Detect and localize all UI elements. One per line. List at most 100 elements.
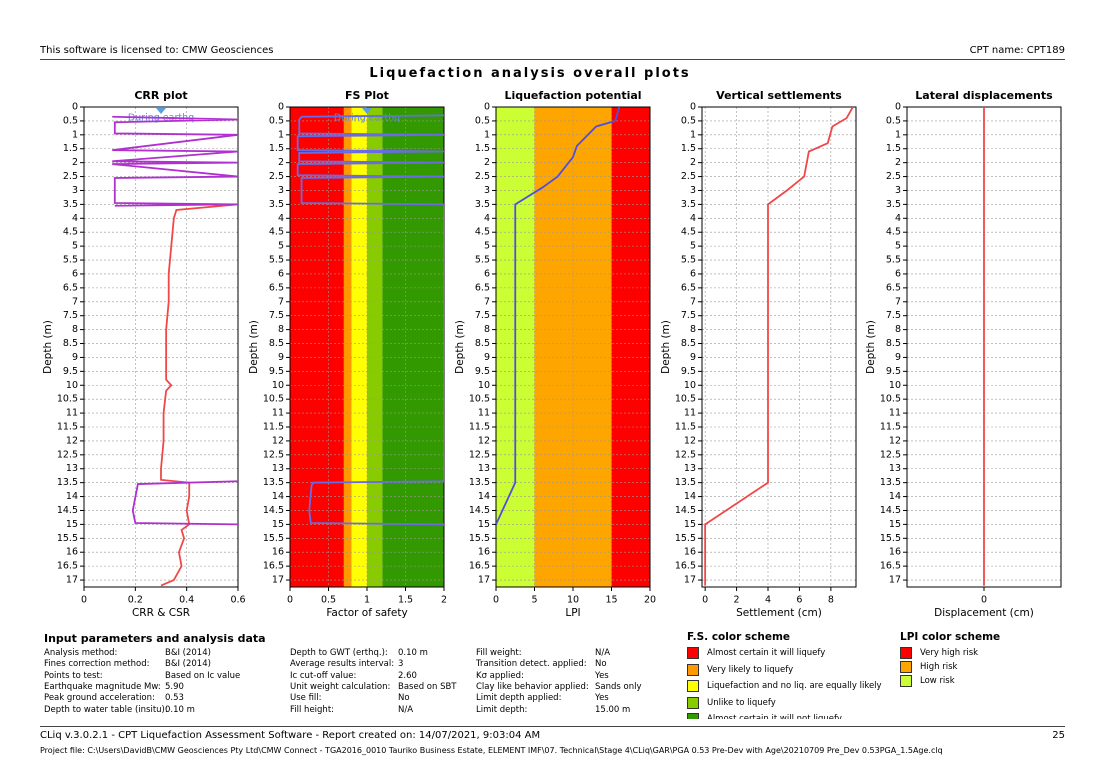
param-value: No [398, 693, 410, 704]
series-line [112, 115, 238, 526]
param-label: Transition detect. applied: [476, 659, 587, 670]
y-tick-label: 11.5 [263, 422, 284, 433]
y-tick-label: 17 [272, 575, 284, 586]
x-tick-label: 6 [796, 595, 802, 606]
x-tick-label: 4 [765, 595, 771, 606]
y-tick-label: 15.5 [57, 533, 78, 544]
y-tick-label: 4 [484, 213, 490, 224]
swatch [900, 675, 912, 687]
y-tick-label: 9.5 [681, 366, 696, 377]
x-tick-label: 0.4 [179, 595, 194, 606]
y-tick-label: 4.5 [475, 227, 490, 238]
water-marker [156, 108, 166, 114]
y-tick-label: 3 [895, 185, 901, 196]
y-tick-label: 8.5 [886, 338, 901, 349]
param-value: Yes [595, 670, 609, 681]
footer-software: CLiq v.3.0.2.1 - CPT Liquefaction Assess… [40, 730, 541, 741]
param-label: Use fill: [290, 693, 322, 704]
y-tick-label: 16 [889, 547, 901, 558]
y-tick-label: 5.5 [269, 255, 284, 266]
y-tick-label: 1 [484, 129, 490, 140]
cpt-name: CPT name: CPT189 [969, 45, 1065, 56]
y-tick-label: 15.5 [469, 533, 490, 544]
y-tick-label: 16 [478, 547, 490, 558]
y-tick-label: 0 [278, 102, 284, 113]
band [367, 107, 383, 587]
band [611, 107, 650, 587]
y-tick-label: 5.5 [63, 255, 78, 266]
y-tick-label: 2.5 [681, 171, 696, 182]
y-tick-label: 1.5 [269, 143, 284, 154]
series-line [704, 107, 854, 586]
y-tick-label: 13.5 [263, 477, 284, 488]
y-tick-label: 7 [278, 296, 284, 307]
y-tick-label: 8 [690, 324, 696, 335]
scheme-label: Unlike to liquefy [707, 697, 776, 708]
y-tick-label: 10 [684, 380, 696, 391]
scheme-label: Low risk [920, 676, 955, 686]
frame [495, 106, 651, 588]
x-tick-label: 10 [567, 595, 579, 606]
y-tick-label: 8.5 [269, 338, 284, 349]
band [382, 107, 444, 587]
param-label: Limit depth applied: [476, 693, 562, 704]
y-tick-label: 9 [690, 352, 696, 363]
y-tick-label: 11 [272, 408, 284, 419]
y-tick-label: 2.5 [63, 171, 78, 182]
y-tick-label: 4 [690, 213, 696, 224]
y-tick-label: 7.5 [681, 310, 696, 321]
y-tick-label: 9.5 [269, 366, 284, 377]
y-tick-label: 5.5 [681, 255, 696, 266]
y-tick-label: 3.5 [886, 199, 901, 210]
y-tick-label: 13.5 [57, 477, 78, 488]
y-tick-label: 3 [72, 185, 78, 196]
y-tick-label: 11.5 [57, 422, 78, 433]
y-tick-label: 6.5 [63, 282, 78, 293]
y-tick-label: 9 [278, 352, 284, 363]
license: This software is licensed to: CMW Geosci… [40, 45, 274, 56]
y-tick-label: 15 [272, 519, 284, 530]
y-tick-label: 7.5 [63, 310, 78, 321]
series-line [496, 107, 621, 525]
param-value: Based on Ic value [165, 670, 241, 681]
y-tick-label: 0 [484, 102, 490, 113]
y-tick-label: 12 [889, 435, 901, 446]
scheme-label: Almost certain it will not liquefy [707, 714, 842, 719]
y-axis-label: Depth (m) [865, 320, 877, 374]
x-tick-label: 8 [828, 595, 834, 606]
y-tick-label: 3.5 [475, 199, 490, 210]
y-tick-label: 11 [684, 408, 696, 419]
swatch [687, 680, 699, 692]
y-tick-label: 6.5 [269, 282, 284, 293]
band [290, 107, 344, 587]
charts: 00.511.522.533.544.555.566.577.588.599.5… [42, 89, 1062, 619]
y-tick-label: 3 [278, 185, 284, 196]
y-tick-label: 2 [895, 157, 901, 168]
x-axis-label: CRR & CSR [132, 607, 190, 619]
y-tick-label: 6.5 [886, 282, 901, 293]
param-label: Depth to GWT (erthq.): [290, 648, 388, 658]
y-tick-label: 16.5 [469, 561, 490, 572]
y-tick-label: 5.5 [475, 255, 490, 266]
y-tick-label: 12 [478, 435, 490, 446]
y-tick-label: 1 [690, 129, 696, 140]
y-tick-label: 10.5 [880, 394, 901, 405]
y-tick-label: 12 [66, 435, 78, 446]
param-value: 0.10 m [165, 704, 195, 715]
param-label: Peak ground acceleration: [44, 693, 155, 704]
y-tick-label: 4.5 [681, 227, 696, 238]
param-value: Yes [595, 693, 609, 704]
y-tick-label: 1.5 [475, 143, 490, 154]
y-tick-label: 14.5 [263, 505, 284, 516]
x-tick-label: 0 [493, 595, 499, 606]
y-tick-label: 10 [66, 380, 78, 391]
y-tick-label: 5 [278, 241, 284, 252]
y-tick-label: 10.5 [57, 394, 78, 405]
y-tick-label: 14.5 [880, 505, 901, 516]
param-value: Based on SBT [398, 681, 457, 692]
x-axis-label: LPI [565, 607, 580, 619]
y-tick-label: 6 [690, 268, 696, 279]
y-tick-label: 6.5 [681, 282, 696, 293]
scheme-label: Very likely to liquefy [707, 664, 794, 675]
y-tick-label: 13.5 [675, 477, 696, 488]
